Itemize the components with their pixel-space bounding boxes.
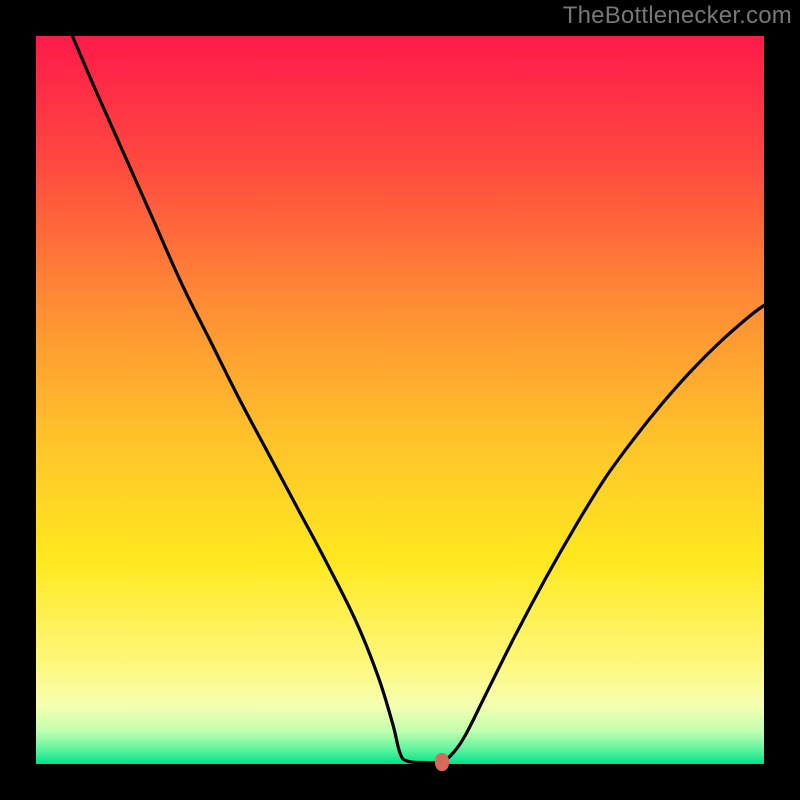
bottleneck-curve [36, 36, 764, 764]
chart-frame: TheBottlenecker.com [0, 0, 800, 800]
optimum-marker [435, 753, 449, 771]
watermark-text: TheBottlenecker.com [563, 2, 792, 30]
plot-area [36, 36, 764, 764]
